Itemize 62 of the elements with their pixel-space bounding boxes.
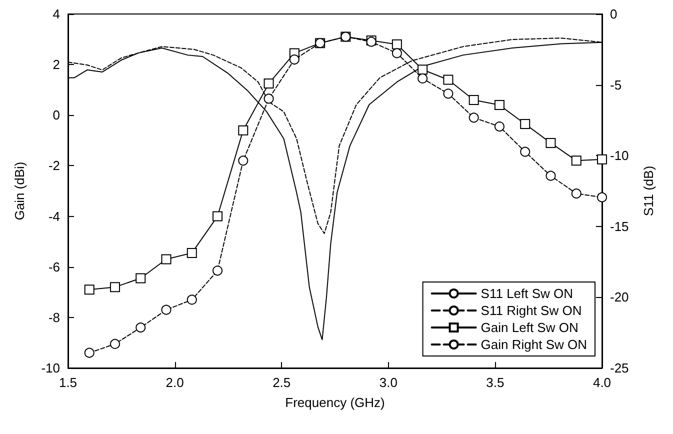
point	[110, 338, 120, 349]
point	[546, 138, 556, 148]
y2-tick-label: -15	[610, 218, 629, 234]
point	[520, 146, 530, 157]
point	[264, 78, 274, 89]
point	[84, 284, 94, 295]
point	[136, 322, 146, 333]
y-tick-label: -10	[41, 360, 60, 376]
x-tick-label: 3.5	[486, 375, 504, 390]
y-tick-label: -2	[48, 158, 60, 174]
legend-label: S11 Left Sw ON	[480, 286, 574, 301]
x-tick-label: 1.5	[58, 375, 78, 390]
point	[443, 74, 454, 85]
y2-tick-label: -5	[610, 77, 622, 92]
point	[186, 248, 197, 258]
y-axis-title: Gain (dBi)	[12, 162, 27, 220]
point	[212, 211, 223, 222]
point	[110, 282, 120, 292]
point	[494, 100, 504, 110]
point	[161, 304, 172, 315]
point	[520, 118, 530, 129]
x-tick-label: 4.0	[592, 375, 612, 390]
y-tick-label: 4	[52, 6, 60, 22]
point	[418, 73, 428, 84]
point	[161, 254, 172, 264]
y-tick-label: -6	[48, 259, 60, 274]
y2-axis-title: S11 (dB)	[641, 166, 656, 216]
point	[238, 125, 248, 136]
point	[84, 348, 94, 358]
legend-label: Gain Right Sw ON	[480, 337, 587, 352]
y-tick-label: -4	[48, 208, 60, 224]
point	[392, 39, 402, 50]
point	[238, 156, 248, 166]
y2-tick-label: 0	[610, 6, 618, 22]
x-axis-title: Frequency (GHz)	[285, 395, 385, 410]
point	[597, 154, 607, 164]
y-tick-label: -8	[48, 310, 60, 325]
point	[546, 170, 556, 181]
x-tick-label: 2.5	[272, 375, 291, 390]
legend-label: S11 Right Sw ON	[480, 303, 582, 318]
y2-tick-label: -25	[610, 360, 629, 376]
point	[418, 64, 428, 75]
point	[443, 88, 454, 99]
point	[468, 94, 479, 105]
point	[571, 188, 582, 199]
point	[289, 54, 300, 65]
x-tick-label: 2.0	[166, 375, 184, 390]
point	[392, 48, 402, 58]
y2-tick-label: -20	[610, 290, 629, 305]
point	[264, 94, 274, 104]
y2-tick-label: -10	[610, 148, 629, 164]
point	[212, 266, 223, 276]
point	[136, 273, 146, 284]
y-tick-label: 0	[52, 108, 60, 123]
point	[597, 192, 607, 202]
point	[186, 294, 197, 305]
point	[468, 112, 479, 123]
point	[494, 122, 504, 132]
legend-label: Gain Left Sw ON	[480, 320, 578, 335]
point	[571, 156, 582, 166]
y-tick-label: 2	[52, 57, 60, 72]
x-tick-label: 3.0	[379, 375, 398, 390]
